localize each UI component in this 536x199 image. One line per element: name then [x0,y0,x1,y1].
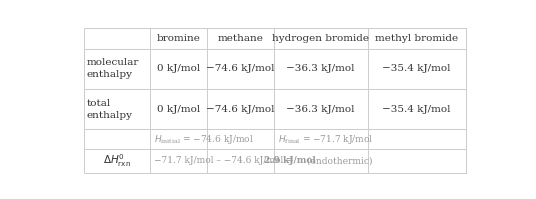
Text: −74.6 kJ/mol: −74.6 kJ/mol [206,105,275,114]
Text: molecular
enthalpy: molecular enthalpy [87,59,139,79]
Text: −74.6 kJ/mol: −74.6 kJ/mol [206,64,275,73]
Text: $\mathit{H}_\mathregular{initial}$ = −74.6 kJ/mol: $\mathit{H}_\mathregular{initial}$ = −74… [154,133,254,145]
Text: methane: methane [218,34,264,43]
Text: −35.4 kJ/mol: −35.4 kJ/mol [382,64,451,73]
Text: bromine: bromine [157,34,200,43]
Text: 0 kJ/mol: 0 kJ/mol [157,105,200,114]
Text: −36.3 kJ/mol: −36.3 kJ/mol [286,64,355,73]
Text: 0 kJ/mol: 0 kJ/mol [157,64,200,73]
Text: −71.7 kJ/mol – −74.6 kJ/mol =: −71.7 kJ/mol – −74.6 kJ/mol = [154,156,296,165]
Text: hydrogen bromide: hydrogen bromide [272,34,369,43]
Text: total
enthalpy: total enthalpy [87,99,133,120]
Text: $\mathit{H}_\mathregular{final}$ = −71.7 kJ/mol: $\mathit{H}_\mathregular{final}$ = −71.7… [278,133,373,145]
Text: −36.3 kJ/mol: −36.3 kJ/mol [286,105,355,114]
Text: (endothermic): (endothermic) [304,156,373,165]
Text: 2.9 kJ/mol: 2.9 kJ/mol [264,156,316,165]
Text: $\Delta \mathit{H}^0_\mathregular{rxn}$: $\Delta \mathit{H}^0_\mathregular{rxn}$ [103,152,131,169]
Text: methyl bromide: methyl bromide [375,34,458,43]
Text: −35.4 kJ/mol: −35.4 kJ/mol [382,105,451,114]
